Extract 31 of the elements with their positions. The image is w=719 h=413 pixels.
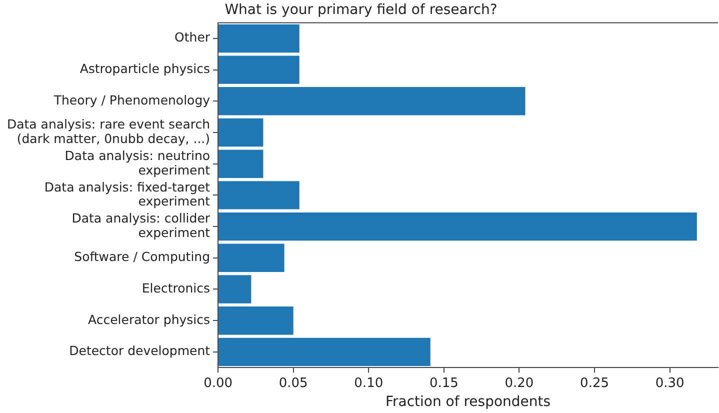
bar bbox=[218, 275, 252, 304]
x-tick-label: 0.15 bbox=[429, 376, 458, 391]
y-tick-label: Software / Computing bbox=[74, 249, 210, 264]
y-tick-label: Other bbox=[174, 30, 211, 45]
bar bbox=[218, 24, 300, 53]
y-tick-label: Theory / Phenomenology bbox=[52, 92, 211, 108]
x-tick-label: 0.25 bbox=[580, 376, 609, 391]
x-tick-label: 0.30 bbox=[655, 376, 684, 391]
bar bbox=[218, 306, 294, 335]
y-tick-label: Electronics bbox=[142, 280, 210, 296]
y-tick-label: Detector development bbox=[69, 343, 210, 358]
y-tick-label: Data analysis: fixed-target experiment bbox=[44, 179, 210, 209]
bar bbox=[218, 338, 430, 366]
bar bbox=[218, 87, 526, 116]
y-tick-label: Data analysis: collider experiment bbox=[72, 210, 211, 240]
bar bbox=[218, 212, 697, 241]
x-tick-label: 0.20 bbox=[504, 376, 534, 391]
y-tick-label: Data analysis: neutrino experiment bbox=[64, 148, 210, 178]
bar bbox=[218, 56, 300, 84]
x-tick-label: 0.00 bbox=[204, 376, 233, 391]
bar bbox=[218, 118, 264, 147]
y-tick-label: Accelerator physics bbox=[88, 312, 210, 327]
y-tick-label: Astroparticle physics bbox=[80, 61, 210, 76]
y-tick-label: Data analysis: rare event search (dark matter, 0nubb decay, ...) bbox=[6, 116, 210, 146]
bar bbox=[218, 181, 300, 210]
x-tick-label: 0.10 bbox=[354, 376, 384, 391]
x-axis-title: Fraction of respondents bbox=[385, 394, 551, 410]
bar bbox=[218, 150, 264, 178]
chart-title: What is your primary field of research? bbox=[224, 2, 498, 18]
x-tick-label: 0.05 bbox=[278, 376, 308, 391]
bar bbox=[218, 244, 284, 272]
